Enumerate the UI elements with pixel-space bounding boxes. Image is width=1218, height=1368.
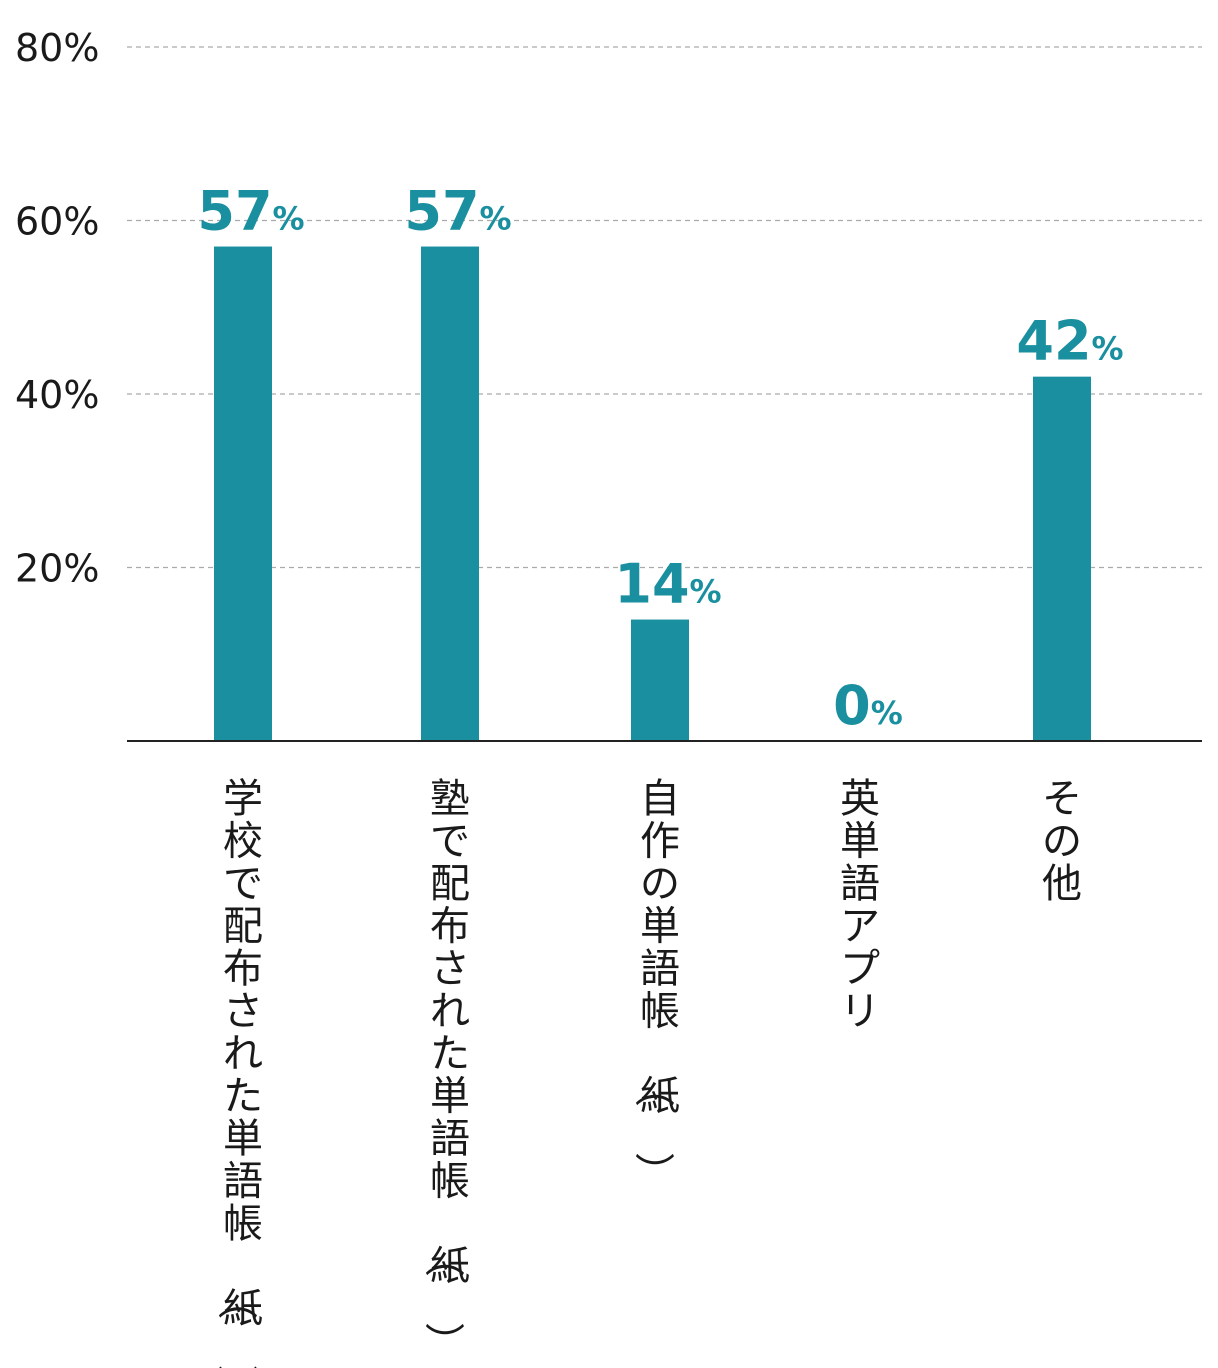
y-tick-label: 80%: [15, 26, 99, 70]
grid-lines: [127, 46, 1202, 569]
category-label: その他: [1042, 776, 1082, 907]
data-label: 57%: [197, 180, 304, 243]
data-label-value: 14: [614, 553, 689, 616]
data-label: 0%: [833, 674, 903, 737]
data-label-value: 57: [404, 180, 479, 243]
data-label: 57%: [404, 180, 511, 243]
bars: [214, 246, 1091, 741]
category-label: 自作の単語帳（紙）: [630, 776, 680, 1192]
category-labels: 学校で配布された単語帳（紙） 塾で配布された単語帳（紙） 自作の単語帳（紙） 英単語ア…: [213, 776, 1082, 1368]
data-label-unit: %: [871, 694, 903, 732]
data-label-unit: %: [1092, 330, 1124, 368]
data-label-value: 0: [833, 674, 871, 737]
data-label-unit: %: [273, 200, 305, 238]
category-label: 英単語アプリ: [840, 776, 880, 1035]
data-label-unit: %: [690, 573, 722, 611]
bar: [631, 619, 689, 741]
data-label: 14%: [614, 553, 721, 616]
data-labels: 57% 57%14%0%42%: [197, 180, 1123, 737]
data-label-unit: %: [480, 200, 512, 238]
bar: [214, 246, 272, 741]
data-label: 42%: [1016, 310, 1123, 373]
bar: [1033, 376, 1091, 741]
bar: [421, 246, 479, 741]
y-tick-label: 40%: [15, 373, 99, 417]
data-label-value: 57: [197, 180, 272, 243]
category-label: 塾で配布された単語帳（紙）: [420, 776, 470, 1362]
data-label-value: 42: [1016, 310, 1091, 373]
y-tick-label: 20%: [15, 547, 99, 591]
y-axis-ticks: 20% 40% 60% 80%: [15, 26, 99, 591]
y-tick-label: 60%: [15, 200, 99, 244]
category-label: 学校で配布された単語帳（紙）: [213, 776, 263, 1368]
